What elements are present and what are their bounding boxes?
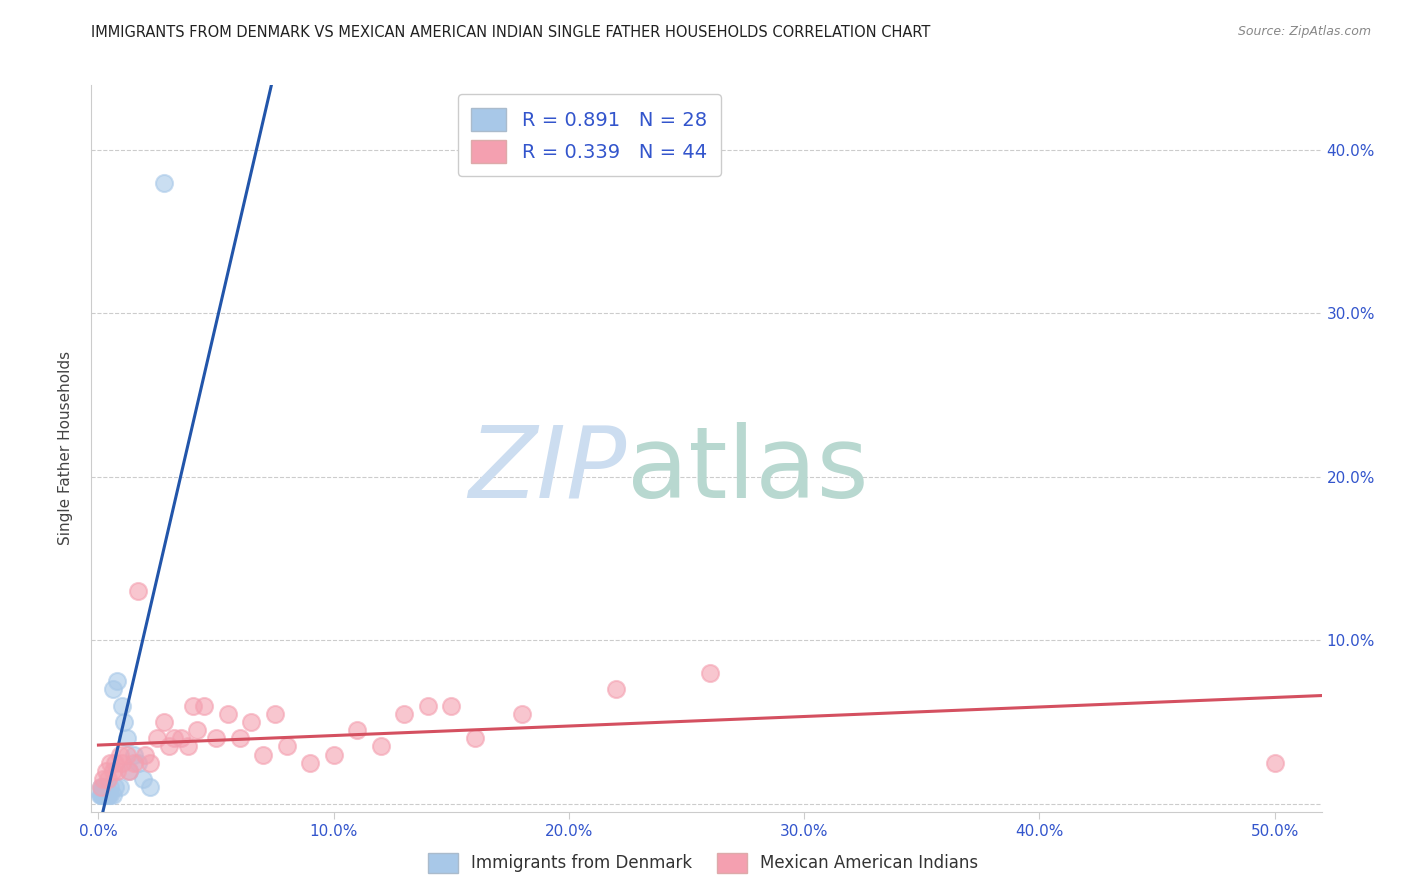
Point bbox=[91, 780, 114, 795]
Legend: R = 0.891   N = 28, R = 0.339   N = 44: R = 0.891 N = 28, R = 0.339 N = 44 bbox=[458, 95, 721, 177]
Point bbox=[91, 772, 114, 786]
Point bbox=[118, 764, 141, 778]
Point bbox=[153, 176, 176, 190]
Point bbox=[101, 682, 124, 697]
Point bbox=[263, 706, 285, 721]
Point bbox=[153, 714, 176, 729]
Point bbox=[97, 789, 120, 803]
Point bbox=[112, 714, 135, 729]
Point bbox=[111, 698, 134, 713]
Point bbox=[89, 789, 111, 803]
Point bbox=[134, 747, 156, 762]
Point bbox=[118, 764, 141, 778]
Point bbox=[98, 756, 121, 770]
Point bbox=[132, 772, 155, 786]
Point bbox=[139, 780, 162, 795]
Point bbox=[605, 682, 627, 697]
Point bbox=[101, 789, 124, 803]
Point bbox=[122, 747, 145, 762]
Point bbox=[416, 698, 439, 713]
Point bbox=[91, 780, 114, 795]
Point bbox=[699, 665, 721, 680]
Point bbox=[228, 731, 250, 746]
Point bbox=[181, 698, 204, 713]
Point bbox=[177, 739, 200, 754]
Point bbox=[90, 780, 112, 795]
Point bbox=[104, 756, 127, 770]
Point bbox=[1264, 756, 1286, 770]
Point bbox=[108, 747, 131, 762]
Point bbox=[98, 780, 121, 795]
Point bbox=[104, 780, 127, 795]
Point bbox=[101, 764, 124, 778]
Y-axis label: Single Father Households: Single Father Households bbox=[58, 351, 73, 545]
Text: atlas: atlas bbox=[627, 422, 868, 518]
Point bbox=[94, 764, 117, 778]
Point bbox=[139, 756, 162, 770]
Point bbox=[163, 731, 186, 746]
Point bbox=[186, 723, 208, 737]
Point bbox=[122, 756, 145, 770]
Point bbox=[240, 714, 263, 729]
Point bbox=[94, 789, 117, 803]
Point bbox=[464, 731, 486, 746]
Point bbox=[217, 706, 239, 721]
Point bbox=[98, 789, 121, 803]
Point bbox=[97, 772, 120, 786]
Point bbox=[157, 739, 180, 754]
Point bbox=[510, 706, 533, 721]
Point bbox=[105, 673, 128, 688]
Point bbox=[346, 723, 368, 737]
Point bbox=[91, 789, 114, 803]
Point bbox=[127, 584, 149, 599]
Point bbox=[115, 731, 138, 746]
Point bbox=[127, 756, 149, 770]
Point bbox=[252, 747, 274, 762]
Point bbox=[276, 739, 298, 754]
Point bbox=[146, 731, 169, 746]
Point bbox=[322, 747, 344, 762]
Point bbox=[299, 756, 322, 770]
Point bbox=[370, 739, 392, 754]
Point bbox=[97, 789, 120, 803]
Point bbox=[94, 780, 117, 795]
Point bbox=[440, 698, 463, 713]
Point bbox=[394, 706, 416, 721]
Point bbox=[193, 698, 215, 713]
Point bbox=[90, 789, 112, 803]
Point bbox=[90, 780, 112, 795]
Point bbox=[93, 789, 115, 803]
Point bbox=[105, 764, 128, 778]
Point bbox=[170, 731, 193, 746]
Text: IMMIGRANTS FROM DENMARK VS MEXICAN AMERICAN INDIAN SINGLE FATHER HOUSEHOLDS CORR: IMMIGRANTS FROM DENMARK VS MEXICAN AMERI… bbox=[91, 25, 931, 40]
Point bbox=[205, 731, 228, 746]
Legend: Immigrants from Denmark, Mexican American Indians: Immigrants from Denmark, Mexican America… bbox=[420, 847, 986, 880]
Point bbox=[115, 747, 138, 762]
Text: Source: ZipAtlas.com: Source: ZipAtlas.com bbox=[1237, 25, 1371, 38]
Text: ZIP: ZIP bbox=[468, 422, 627, 518]
Point bbox=[91, 789, 114, 803]
Point bbox=[111, 756, 134, 770]
Point bbox=[108, 780, 131, 795]
